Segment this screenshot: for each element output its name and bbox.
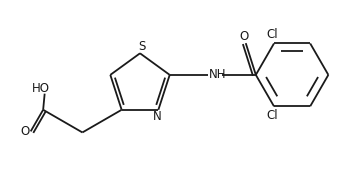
Text: NH: NH bbox=[209, 68, 226, 81]
Text: O: O bbox=[20, 125, 29, 138]
Text: HO: HO bbox=[32, 82, 50, 95]
Text: Cl: Cl bbox=[267, 28, 278, 41]
Text: Cl: Cl bbox=[267, 109, 278, 122]
Text: O: O bbox=[239, 30, 249, 43]
Text: N: N bbox=[153, 110, 161, 123]
Text: S: S bbox=[138, 40, 145, 53]
